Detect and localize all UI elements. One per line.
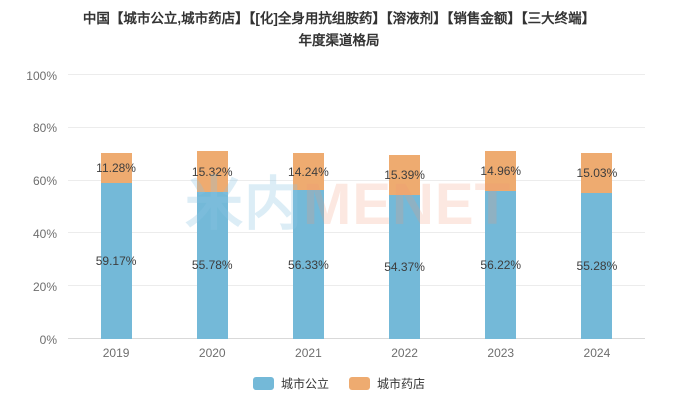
gridline-60% <box>68 179 645 181</box>
bar-value-label-城市公立-2022: 54.37% <box>384 260 425 275</box>
plot-area: 59.17% 11.28% 55.78% 15.32% 56.33% 14.24% 54.3… <box>68 74 645 339</box>
y-axis-label-80%: 80% <box>32 121 57 136</box>
bar-value-label-城市公立-2019: 59.17% <box>95 253 137 268</box>
bar-value-label-城市药店-2023: 14.96% <box>480 163 522 178</box>
bar-value-label-城市公立-2024: 55.28% <box>576 259 618 274</box>
legend-label-城市药店: 城市药店 <box>377 376 426 391</box>
x-axis-label-2022: 2022 <box>391 346 418 360</box>
bar-value-label-城市药店-2024: 15.03% <box>576 166 618 181</box>
bar-value-label-城市公立-2021: 56.33% <box>288 257 329 272</box>
bar-segment-城市公立-2020[interactable] <box>196 191 228 339</box>
gridline-40% <box>68 232 645 234</box>
gridline-80% <box>68 126 645 128</box>
bar-value-label-城市公立-2020: 55.78% <box>191 258 233 273</box>
legend-swatch-城市药店 <box>349 376 370 390</box>
bar-segment-城市公立-2023[interactable] <box>485 190 517 339</box>
bar-group-2019: 59.17% 11.28% <box>96 75 136 339</box>
bar-value-label-城市药店-2020: 15.32% <box>191 164 233 179</box>
bar-group-2024: 55.28% 15.03% <box>577 75 617 339</box>
bar-value-label-城市药店-2019: 11.28% <box>96 160 136 175</box>
gridline-0% <box>68 338 645 339</box>
x-axis-label-2023: 2023 <box>487 346 515 360</box>
x-axis-label-2024: 2024 <box>583 346 611 360</box>
x-axis-label-2020: 2020 <box>198 346 226 360</box>
legend-swatch-城市公立 <box>252 376 274 390</box>
bar-group-2020: 55.78% 15.32% <box>192 75 233 339</box>
bar-group-2023: 56.22% 14.96% <box>480 75 521 339</box>
y-axis-label-60%: 60% <box>32 174 57 189</box>
bar-segment-城市公立-2019[interactable] <box>100 182 132 339</box>
y-axis-label-40%: 40% <box>32 226 57 241</box>
bar-segment-城市药店-2019[interactable] <box>100 153 132 183</box>
bar-segment-城市药店-2020[interactable] <box>196 151 228 192</box>
legend-item-城市公立[interactable]: 城市公立 <box>252 375 329 392</box>
y-axis-label-100%: 100% <box>26 68 57 83</box>
x-axis: 2019 2020 2021 2022 2023 2024 <box>68 346 645 362</box>
bar-segment-城市药店-2024[interactable] <box>581 153 613 194</box>
y-axis: 0% 20% 40% 60% 80% 100% <box>0 69 62 347</box>
legend-item-城市药店[interactable]: 城市药店 <box>349 375 425 392</box>
x-axis-label-2021: 2021 <box>295 346 322 360</box>
bar-segment-城市药店-2023[interactable] <box>485 151 517 191</box>
legend-label-城市公立: 城市公立 <box>280 376 329 391</box>
y-axis-label-20%: 20% <box>32 279 57 294</box>
bar-segment-城市药店-2022[interactable] <box>389 154 421 196</box>
bar-segment-城市公立-2022[interactable] <box>389 195 421 339</box>
bar-segment-城市药店-2021[interactable] <box>292 152 324 191</box>
bar-value-label-城市药店-2021: 14.24% <box>288 164 329 179</box>
chart-title-line1: 中国【城市公立,城市药店】【[化]全身用抗组胺药】【溶液剂】【销售金额】【三大终… <box>82 11 596 26</box>
chart-title-line2: 年度渠道格局 <box>298 33 380 48</box>
bar-value-label-城市公立-2023: 56.22% <box>480 257 522 272</box>
chart-title: 中国【城市公立,城市药店】【[化]全身用抗组胺药】【溶液剂】【销售金额】【三大终… <box>0 8 678 52</box>
bar-value-label-城市药店-2022: 15.39% <box>384 168 425 183</box>
bar-group-2022: 54.37% 15.39% <box>384 75 425 339</box>
x-axis-label-2019: 2019 <box>102 346 130 360</box>
gridline-20% <box>68 285 645 287</box>
gridline-100% <box>68 74 645 75</box>
legend: 城市公立 城市药店 <box>0 373 678 393</box>
bar-segment-城市公立-2021[interactable] <box>292 190 324 339</box>
bar-group-2021: 56.33% 14.24% <box>288 75 329 339</box>
y-axis-label-0%: 0% <box>39 332 57 347</box>
bar-segment-城市公立-2024[interactable] <box>581 193 613 339</box>
